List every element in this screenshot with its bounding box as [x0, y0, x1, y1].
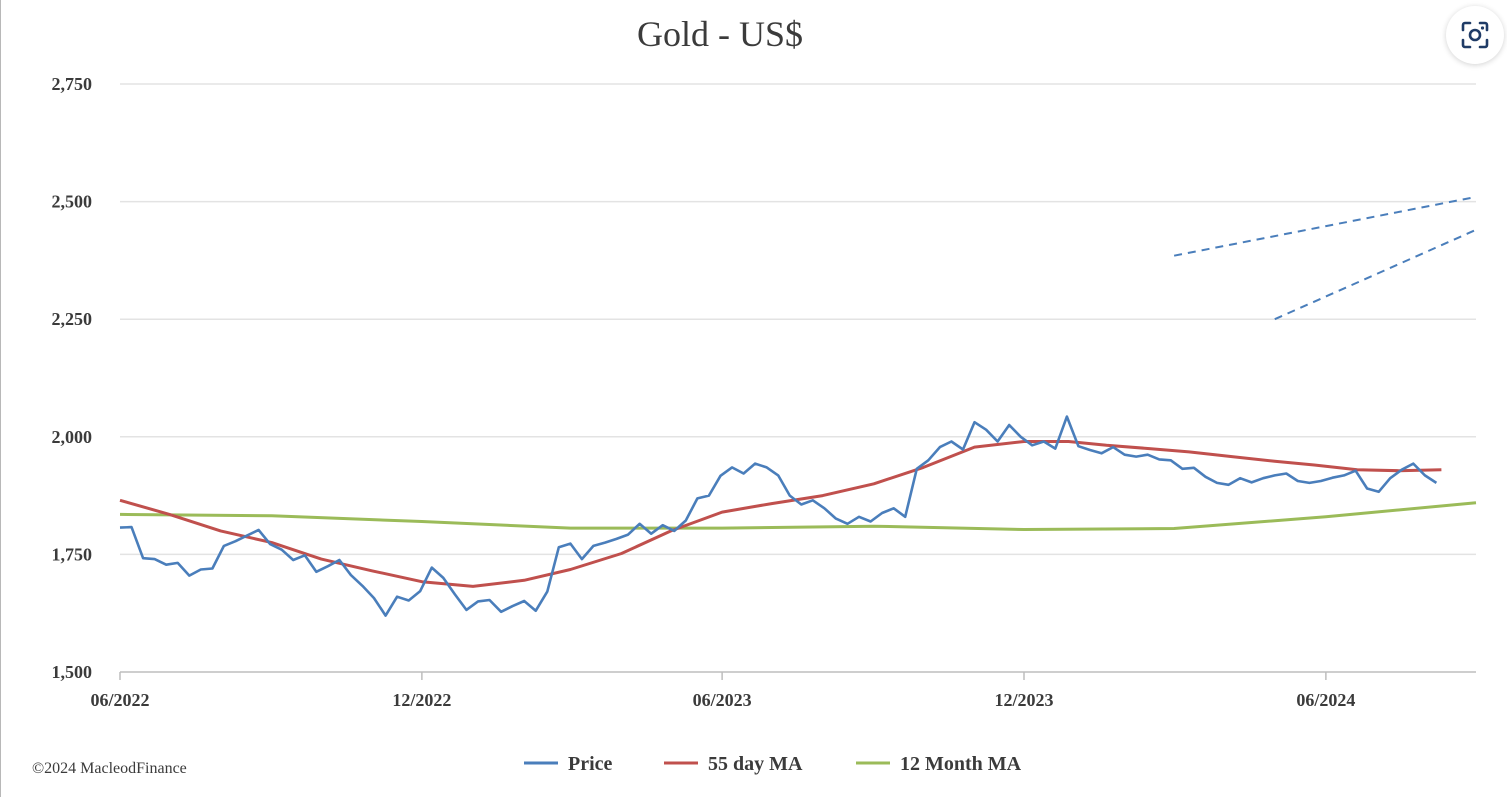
copyright-text: ©2024 MacleodFinance: [32, 760, 187, 777]
gridlines: [120, 83, 1476, 556]
x-tick-label: 12/2022: [392, 690, 451, 710]
x-tick-label: 06/2024: [1296, 690, 1355, 710]
legend-label: Price: [568, 753, 613, 775]
y-axis-ticks: 1,500 1,750 2,000 2,250 2,500 2,750: [52, 74, 93, 682]
x-tick-label: 12/2023: [994, 690, 1053, 710]
series-line-12-month-ma: [119, 501, 1477, 531]
dashed-trendline: [1173, 195, 1477, 257]
dashed-trendline: [1274, 228, 1477, 321]
lens-icon: [1461, 21, 1489, 49]
y-tick-label: 2,000: [52, 427, 93, 447]
series-line-55-day-ma: [119, 440, 1442, 588]
x-tick-label: 06/2022: [90, 690, 149, 710]
lens-button[interactable]: [1446, 6, 1504, 64]
image-left-border: [0, 0, 1, 797]
legend: Price 55 day MA 12 Month MA: [524, 753, 1022, 775]
y-tick-label: 2,750: [52, 74, 93, 94]
legend-label: 12 Month MA: [900, 753, 1022, 775]
y-tick-label: 1,500: [52, 662, 93, 682]
chart-title: Gold - US$: [637, 14, 803, 54]
x-tick-label: 06/2023: [693, 690, 752, 710]
y-tick-label: 2,250: [52, 309, 93, 329]
y-tick-label: 2,500: [52, 192, 93, 212]
trendline-annotations: [1173, 195, 1477, 321]
data-series: [119, 415, 1477, 617]
x-axis: 06/2022 12/2022 06/2023 12/2023 06/2024: [90, 671, 1476, 710]
series-line-price: [119, 415, 1438, 617]
y-tick-label: 1,750: [52, 544, 93, 564]
legend-label: 55 day MA: [708, 753, 803, 775]
